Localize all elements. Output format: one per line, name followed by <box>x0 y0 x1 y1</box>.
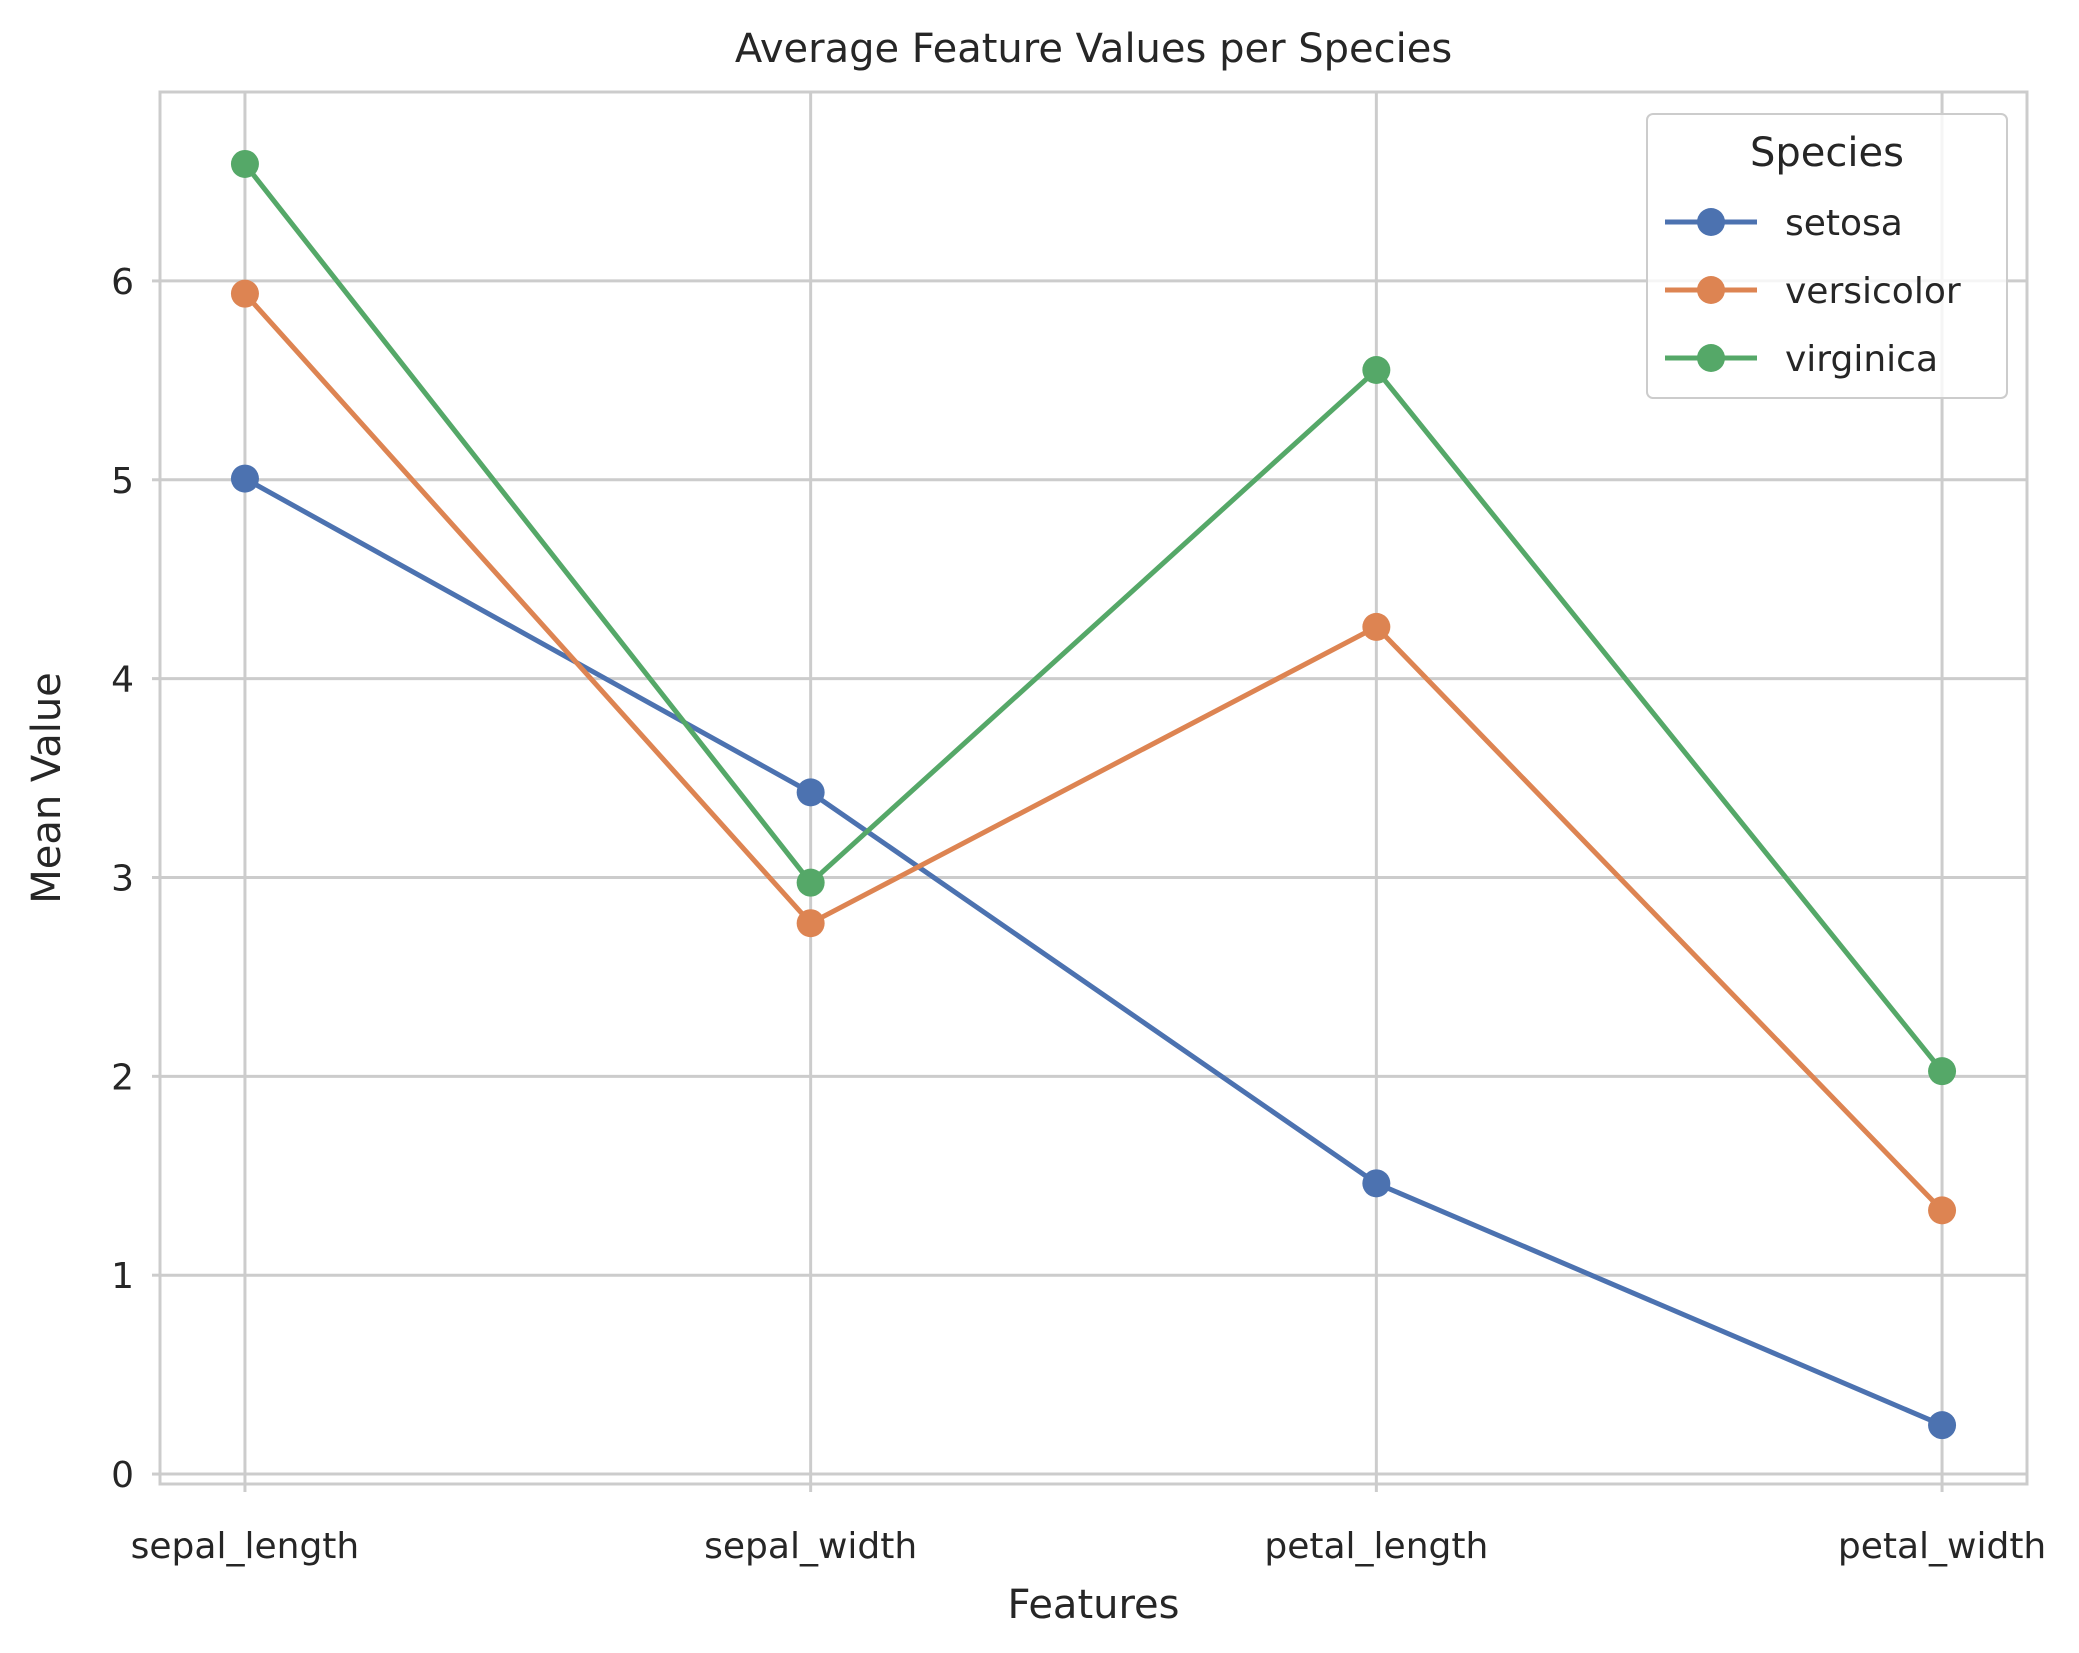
legend-title: Species <box>1750 130 1904 176</box>
data-point <box>230 279 259 308</box>
y-axis-label: Mean Value <box>24 672 70 904</box>
data-point <box>1362 612 1391 641</box>
data-point <box>1928 1057 1957 1086</box>
x-tick-label: sepal_length <box>131 1526 360 1567</box>
series-virginica <box>230 149 1957 1086</box>
y-tick-label: 0 <box>111 1455 134 1496</box>
data-point <box>796 909 825 938</box>
y-tick-label: 4 <box>111 660 134 701</box>
chart-title: Average Feature Values per Species <box>735 26 1452 72</box>
y-tick-label: 1 <box>111 1256 134 1297</box>
legend-label: versicolor <box>1785 271 1961 312</box>
y-tick-label: 5 <box>111 461 134 502</box>
x-tick-label: petal_width <box>1838 1526 2046 1567</box>
y-tick-label: 6 <box>111 262 134 303</box>
series-layer <box>230 149 1957 1440</box>
legend-item-versicolor: versicolor <box>1665 271 1961 312</box>
data-point <box>230 149 259 178</box>
legend-box <box>1646 113 2008 399</box>
x-axis-label: Features <box>1008 1582 1180 1628</box>
legend-swatch-marker <box>1697 344 1725 372</box>
legend-item-virginica: virginica <box>1665 339 1938 380</box>
series-setosa <box>230 464 1957 1440</box>
series-line <box>242 161 1945 1074</box>
y-axis-ticks: 0 1 2 3 4 5 6 <box>111 262 160 1496</box>
x-tick-label: sepal_width <box>704 1526 917 1567</box>
x-axis-ticks: sepal_length sepal_width petal_length petal… <box>131 1484 2046 1567</box>
y-tick-label: 2 <box>111 1057 134 1098</box>
data-point <box>230 464 259 493</box>
legend-label: setosa <box>1785 203 1903 244</box>
data-point <box>1362 1169 1391 1198</box>
y-tick-label: 3 <box>111 858 134 899</box>
legend-swatch-marker <box>1697 208 1725 236</box>
plot-area <box>158 90 2029 1486</box>
legend-items: setosa versicolor virginica <box>1665 203 1961 380</box>
data-point <box>1928 1411 1957 1440</box>
legend-label: virginica <box>1785 339 1938 380</box>
legend-item-setosa: setosa <box>1665 203 1903 244</box>
data-point <box>796 778 825 807</box>
data-point <box>1928 1196 1957 1225</box>
series-line <box>242 291 1945 1213</box>
legend-swatch-marker <box>1697 276 1725 304</box>
series-line <box>242 476 1945 1428</box>
series-versicolor <box>230 279 1957 1225</box>
grid <box>160 92 2027 1484</box>
x-tick-label: petal_length <box>1264 1526 1488 1567</box>
data-point <box>1362 356 1391 385</box>
data-point <box>796 868 825 897</box>
legend: Species setosa versicolor virginica <box>1646 113 2008 399</box>
